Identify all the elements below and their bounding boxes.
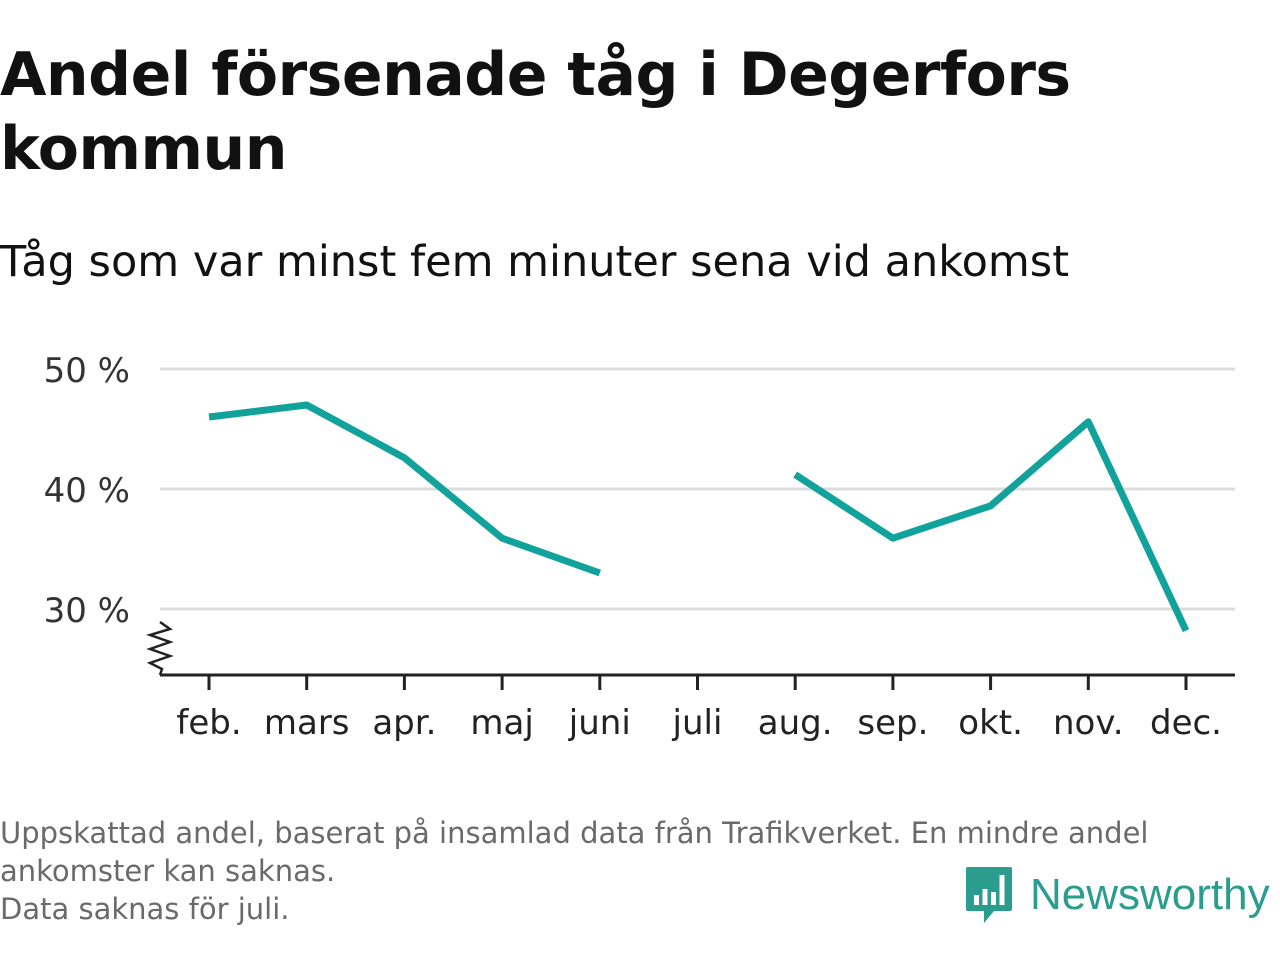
series-line-segment — [208, 401, 601, 577]
newsworthy-logo: Newsworthy — [964, 864, 1270, 926]
x-tick-label: okt. — [958, 703, 1023, 743]
footnote-line: ankomster kan saknas. — [0, 854, 336, 888]
x-tick-label: nov. — [1053, 703, 1124, 743]
y-tick-label: 40 % — [44, 471, 130, 511]
x-tick-label: aug. — [758, 703, 833, 743]
bar-chart-badge-icon — [966, 867, 1012, 923]
y-tick-label: 30 % — [44, 591, 130, 631]
x-tick-label: dec. — [1150, 703, 1222, 743]
x-tick-label: juni — [568, 703, 631, 743]
chart-title: Andel försenade tåg i Degerfors kommun — [0, 40, 1071, 184]
axis-break-marker — [145, 620, 174, 676]
x-tick-label: apr. — [372, 703, 436, 743]
x-axis — [145, 620, 1235, 677]
x-tick-label: maj — [470, 703, 533, 743]
gridlines — [160, 367, 1235, 611]
footnote-line: Data saknas för juli. — [0, 892, 290, 926]
footnote: Uppskattad andel, baserat på insamlad da… — [0, 814, 1275, 928]
x-axis-tick-labels: feb. mars apr. maj juni juli aug. sep. okt. nov. d… — [176, 675, 1222, 743]
x-tick-label: mars — [264, 703, 350, 743]
footnote-line: Uppskattad andel, baserat på insamlad da… — [0, 816, 1149, 850]
x-tick-label: sep. — [857, 703, 928, 743]
x-tick-label: feb. — [176, 703, 241, 743]
line-chart: 30 % 40 % 50 % feb. mars apr. maj juni juli aug.… — [44, 351, 1235, 743]
x-tick-label: juli — [672, 703, 723, 743]
y-axis-tick-labels: 30 % 40 % 50 % — [44, 351, 130, 631]
chart-subtitle: Tåg som var minst fem minuter sena vid a… — [0, 237, 1070, 287]
logo-text: Newsworthy — [1030, 870, 1270, 919]
series-lines — [208, 401, 1190, 633]
y-tick-label: 50 % — [44, 351, 130, 391]
series-line-segment — [793, 418, 1190, 633]
